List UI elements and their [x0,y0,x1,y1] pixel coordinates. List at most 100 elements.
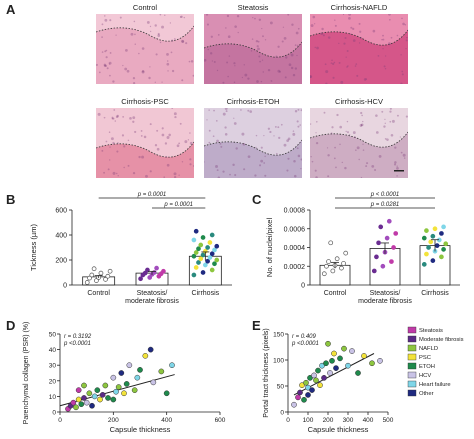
nucleus-dot [400,151,403,154]
chart-d: 0 200 400 600 0 10 20 30 40 50 Capsule thickness Pa… [23,322,226,434]
nucleus-dot [192,74,194,77]
x-tick-label: Steatosis/ [137,290,168,297]
nucleus-dot [225,27,227,29]
tissue-parenchyma [96,142,194,178]
nucleus-dot [251,38,254,40]
data-point [154,265,159,271]
nucleus-dot [366,162,369,165]
nucleus-dot [141,155,145,159]
nucleus-dot [224,133,228,136]
nucleus-dot [264,39,267,41]
x-tick-label: Steatosis/ [370,290,401,297]
nucleus-dot [132,171,136,175]
nucleus-dot [333,61,336,64]
nucleus-dot [343,42,346,45]
legend-swatch [407,326,417,334]
x-tick-label: Cirrhosis [192,290,220,297]
nucleus-dot [106,67,109,70]
nucleus-dot [255,146,257,149]
nucleus-dot [389,110,392,113]
nucleus-dot [123,166,125,169]
nucleus-dot [320,32,324,36]
data-point [421,262,427,267]
nucleus-dot [339,143,341,146]
nucleus-dot [350,33,352,35]
data-point [207,240,213,245]
data-point [97,396,103,403]
nucleus-dot [336,113,339,117]
nucleus-dot [260,80,263,83]
nucleus-dot [161,81,163,83]
y-tick-label: 50 [49,332,57,339]
nucleus-dot [340,80,344,84]
nucleus-dot [344,166,347,170]
nucleus-dot [149,25,152,28]
y-tick-label: 100 [273,358,284,365]
data-point [134,374,141,381]
nucleus-dot [261,59,264,61]
nucleus-dot [133,20,136,23]
capsule-outline [96,25,194,42]
capsule-outline [310,29,408,46]
nucleus-dot [335,166,337,169]
y-axis-label: Parenchymal collagen (PSR) (%) [23,322,30,425]
nucleus-dot [252,17,254,19]
nucleus-dot [234,65,236,67]
nucleus-dot [149,66,151,68]
nucleus-dot [403,157,406,159]
nucleus-dot [394,161,397,164]
nucleus-dot [297,108,300,111]
nucleus-dot [260,159,264,163]
nucleus-dot [396,165,398,167]
nucleus-dot [134,43,136,46]
nucleus-dot [297,44,299,47]
nucleus-dot [219,142,222,145]
nucleus-dot [205,14,209,16]
nucleus-dot [352,39,356,42]
data-point [89,272,95,278]
nucleus-dot [157,32,160,35]
nucleus-dot [360,123,364,127]
nucleus-dot [103,63,107,66]
nucleus-dot [222,81,225,84]
data-point [110,374,117,381]
nucleus-dot [254,17,256,20]
data-point [321,375,327,381]
data-point [81,382,87,389]
nucleus-dot [220,145,223,148]
x-tick-label: 0 [58,417,62,424]
nucleus-dot [109,74,111,77]
nucleus-dot [164,14,166,17]
nucleus-dot [404,23,407,26]
nucleus-dot [297,154,301,158]
nucleus-dot [382,38,385,41]
nucleus-dot [286,139,290,143]
nucleus-dot [235,147,238,150]
data-point [193,265,199,270]
nucleus-dot [114,120,117,122]
data-point [147,275,153,280]
nucleus-dot [315,132,317,134]
data-point [193,250,199,255]
data-point [212,247,217,253]
data-point [329,357,335,364]
nucleus-dot [96,63,98,66]
nucleus-dot [108,61,112,65]
nucleus-dot [216,169,219,172]
nucleus-dot [178,142,181,145]
nucleus-dot [377,54,380,57]
nucleus-dot [116,172,118,175]
nucleus-dot [145,174,148,178]
nucleus-dot [179,16,182,18]
micrograph-label: Steatosis [237,3,269,12]
nucleus-dot [132,82,136,84]
nucleus-dot [296,54,298,57]
chart-b: 0 200 400 600 Tickness (µm) Control Steatosis/… [29,192,232,305]
micrograph-image [310,14,408,84]
nucleus-dot [316,46,319,50]
data-point [200,252,206,258]
nucleus-dot [346,50,349,53]
nucleus-dot [310,123,312,125]
y-tick-label: 0 [301,283,305,290]
nucleus-dot [300,168,302,170]
